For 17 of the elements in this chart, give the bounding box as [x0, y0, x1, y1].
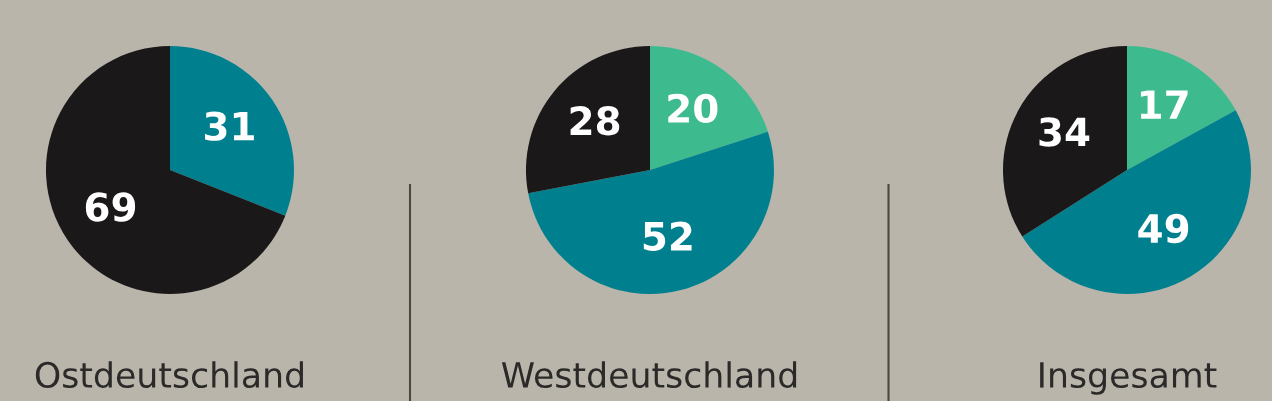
pie-slice [650, 46, 768, 170]
text: Westdeutschland [501, 361, 797, 389]
data-label: 49 [1138, 213, 1189, 244]
data-label: 20 [668, 93, 718, 124]
pie-slice [46, 46, 286, 294]
pie-slice [170, 46, 294, 216]
data-label: 28 [570, 106, 620, 136]
data-label: 69 [85, 192, 136, 222]
text: Insgesamt [1040, 362, 1217, 395]
pie-slice [526, 46, 650, 194]
text: Ostdeutschland [35, 361, 303, 389]
data-label: 52 [643, 221, 692, 251]
data-label: 17 [1140, 90, 1188, 119]
pie-slice [1127, 46, 1236, 170]
data-label: 34 [1039, 117, 1090, 147]
pie-slice [1003, 46, 1127, 237]
data-label: 31 [205, 111, 254, 141]
